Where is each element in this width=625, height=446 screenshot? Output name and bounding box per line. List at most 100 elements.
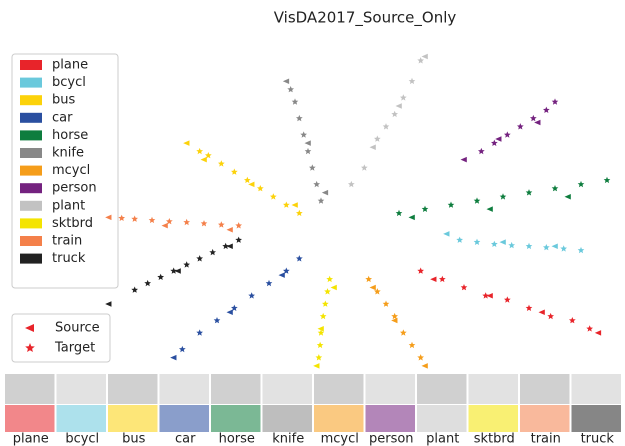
target-point <box>218 221 225 227</box>
target-point <box>300 131 307 137</box>
image-label: plant <box>426 432 459 446</box>
target-point <box>456 237 463 243</box>
legend-label: Target <box>54 341 95 356</box>
source-point <box>565 194 571 200</box>
source-image <box>572 374 622 404</box>
source-point <box>162 223 168 229</box>
target-point <box>257 185 264 191</box>
legend-label: bcycl <box>52 75 86 90</box>
image-label: bus <box>122 432 145 446</box>
target-point <box>560 245 567 251</box>
source-image <box>417 374 467 404</box>
target-point <box>504 296 511 302</box>
target-point <box>235 222 242 228</box>
target-point <box>196 255 203 261</box>
target-point <box>391 111 398 117</box>
legend-label: person <box>52 181 97 196</box>
chart-title: VisDA2017_Source_Only <box>274 9 457 28</box>
target-point <box>348 181 355 187</box>
target-point <box>578 181 585 187</box>
target-point <box>409 78 416 84</box>
target-point <box>500 193 507 199</box>
target-point <box>504 131 511 137</box>
target-point <box>324 288 331 294</box>
target-point <box>422 206 429 212</box>
legend-label: sktbrd <box>52 216 93 231</box>
source-point <box>539 309 545 315</box>
target-point <box>383 301 390 307</box>
source-point <box>370 144 376 150</box>
target-point <box>530 115 537 121</box>
source-point <box>495 136 501 142</box>
target-point <box>218 160 225 166</box>
target-point <box>266 280 273 286</box>
source-image <box>366 374 416 404</box>
target-point <box>508 242 515 248</box>
source-image <box>5 374 55 404</box>
target-image <box>57 405 107 432</box>
image-label: train <box>531 432 561 446</box>
source-image <box>469 374 519 404</box>
target-point <box>196 148 203 154</box>
target-point <box>543 244 550 250</box>
target-point <box>296 255 303 261</box>
target-point <box>400 329 407 335</box>
target-point <box>201 220 208 226</box>
target-point <box>296 210 303 216</box>
source-image <box>314 374 364 404</box>
source-point <box>396 103 402 109</box>
image-label: bcycl <box>65 432 99 446</box>
target-point <box>396 210 403 216</box>
target-point <box>552 185 559 191</box>
target-point <box>543 107 550 113</box>
target-point <box>417 354 424 360</box>
target-point <box>244 177 251 183</box>
legend-label: knife <box>52 146 84 161</box>
target-point <box>569 317 576 323</box>
source-image <box>57 374 107 404</box>
target-image <box>366 405 416 432</box>
source-point <box>500 239 506 245</box>
source-point <box>430 276 436 282</box>
source-point <box>487 206 493 212</box>
image-label: plane <box>13 432 49 446</box>
legend-swatch <box>20 60 42 70</box>
target-point <box>478 148 485 154</box>
legend-swatch <box>20 236 42 246</box>
source-point <box>443 231 449 237</box>
legend-label: mcycl <box>52 163 90 178</box>
legend-swatch <box>20 183 42 193</box>
source-point <box>170 355 176 361</box>
legend-label: car <box>52 110 73 125</box>
target-image <box>108 405 158 432</box>
source-point <box>279 272 285 278</box>
source-point <box>201 157 207 163</box>
target-point <box>526 305 533 311</box>
target-point <box>183 219 190 225</box>
source-image <box>263 374 313 404</box>
target-point <box>179 346 186 352</box>
target-point <box>448 202 455 208</box>
chart: VisDA2017_Source_Only plane bcycl bus car ho… <box>0 0 625 446</box>
target-point <box>517 123 524 129</box>
target-point <box>482 292 489 298</box>
target-point <box>526 189 533 195</box>
target-point <box>131 287 138 293</box>
target-point <box>214 317 221 323</box>
source-point <box>292 202 298 208</box>
legend-swatch <box>20 130 42 140</box>
target-point <box>320 313 327 319</box>
target-point <box>296 115 303 121</box>
target-point <box>526 243 533 249</box>
target-point <box>417 57 424 63</box>
image-label: horse <box>219 432 255 446</box>
target-point <box>604 177 611 183</box>
target-point <box>222 243 229 249</box>
target-point <box>313 181 320 187</box>
legend-swatch <box>20 201 42 211</box>
target-image <box>572 405 622 432</box>
source-point <box>461 157 467 163</box>
target-point <box>270 193 277 199</box>
target-image <box>417 405 467 432</box>
target-image <box>5 405 55 432</box>
